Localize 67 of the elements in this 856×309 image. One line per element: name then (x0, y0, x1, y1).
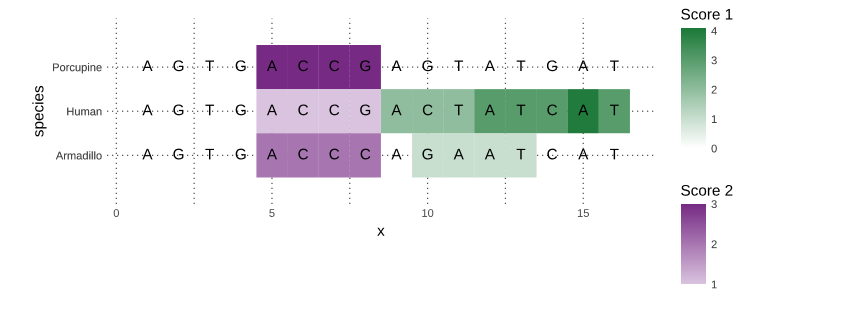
data-label: T (516, 104, 526, 116)
text: A (391, 148, 402, 160)
text: A (266, 148, 278, 160)
data-label: T (610, 104, 619, 116)
text: C (298, 60, 308, 72)
text: C (329, 104, 340, 116)
text: T (610, 60, 619, 72)
data-label: A (484, 104, 495, 116)
data-label: A (578, 104, 588, 116)
color-bar-label: 2 (712, 86, 717, 94)
text: T (516, 60, 526, 72)
color-bar-label: 1 (712, 115, 717, 123)
text: T (205, 60, 214, 72)
color-bar-label: 2 (712, 240, 717, 248)
data-label: C (422, 104, 433, 116)
color-bar-label: 3 (711, 56, 717, 64)
text: T (454, 60, 464, 72)
text: A (142, 148, 153, 160)
color-bar-label: 3 (711, 200, 717, 208)
text: G (173, 104, 184, 116)
text: C (298, 148, 308, 160)
text: A (142, 60, 153, 72)
data-label: C (547, 104, 558, 116)
text: G (236, 148, 246, 160)
x-tick-label: 0 (114, 209, 119, 217)
data-label: A (391, 104, 402, 116)
y-tick-label: Armadillo (56, 151, 102, 160)
text: A (266, 104, 278, 116)
text: G (236, 60, 246, 72)
y-tick-label: Human (67, 108, 102, 116)
text: G (173, 60, 184, 72)
text: G (360, 60, 370, 72)
text: C (329, 60, 340, 72)
text: T (610, 148, 619, 160)
color-bar-label: 4 (711, 27, 717, 35)
x-tick-label: 5 (269, 209, 275, 217)
y-tick-label: Porcupine (53, 63, 102, 74)
text: A (391, 60, 402, 72)
text: C (329, 148, 340, 160)
data-label: T (454, 104, 464, 116)
text: G (173, 148, 184, 160)
text: G (360, 104, 370, 116)
text: A (266, 60, 278, 72)
data-label: G (422, 148, 432, 160)
text: G (546, 60, 557, 72)
text: A (578, 148, 588, 160)
x-tick-label: 10 (422, 209, 434, 217)
text: T (205, 148, 214, 160)
text: T (205, 104, 214, 116)
color-bar-title: Score 1 (681, 8, 732, 20)
color-bar-title: Score 2 (681, 184, 732, 196)
data-label: A (454, 148, 464, 160)
text: A (578, 60, 588, 72)
text: G (236, 104, 246, 116)
x-axis-title: x (377, 228, 385, 236)
data-label: T (516, 148, 526, 160)
text: C (360, 148, 370, 160)
y-axis-title: species (32, 86, 47, 137)
text: C (547, 148, 558, 160)
data-label: A (484, 148, 495, 160)
color-bar-label: 1 (712, 280, 717, 288)
x-tick-label: 15 (578, 209, 589, 217)
text: C (298, 104, 308, 116)
color-bar-label: 0 (711, 144, 717, 152)
text: A (142, 104, 153, 116)
text: G (422, 60, 432, 72)
text: A (484, 60, 495, 72)
